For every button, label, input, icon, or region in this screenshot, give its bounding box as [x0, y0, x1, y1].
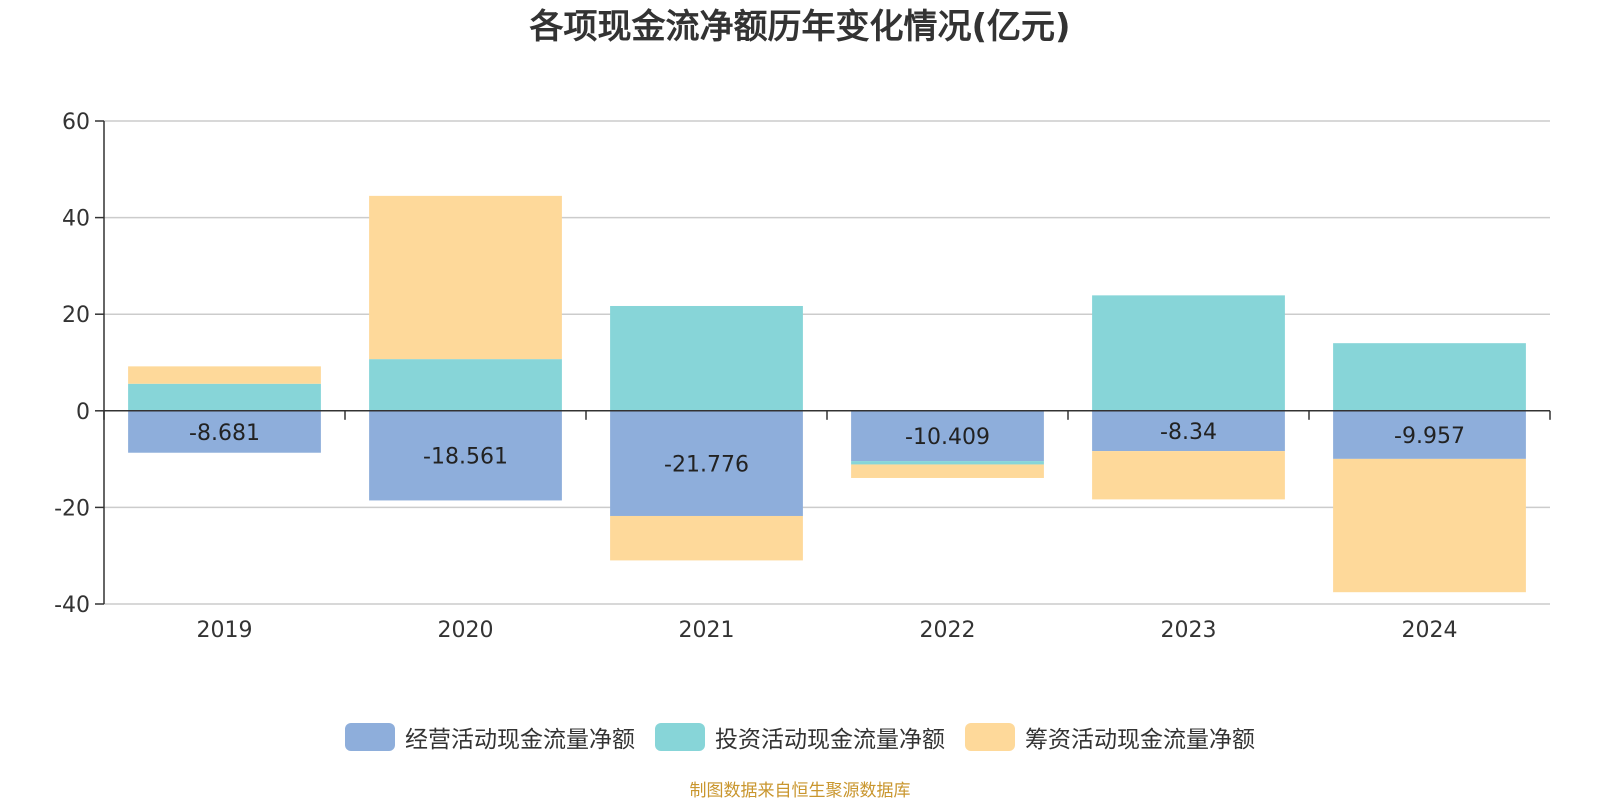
y-tick-label: -20 — [54, 496, 90, 521]
bar-segment-2 — [1333, 343, 1526, 411]
y-tick-label: 0 — [76, 400, 90, 425]
bar-segment-2 — [128, 383, 321, 411]
bar-segment-1 — [610, 410, 803, 516]
data-label: -8.681 — [189, 421, 260, 446]
legend-label: 经营活动现金流量净额 — [405, 727, 635, 753]
grid-lines — [104, 120, 1550, 605]
bar-segment-3 — [610, 515, 803, 561]
legend-swatch — [965, 723, 1015, 751]
x-tick-label: 2022 — [920, 618, 976, 643]
legend-label: 投资活动现金流量净额 — [715, 727, 945, 753]
x-tick-label: 2024 — [1402, 618, 1458, 643]
legend-swatch — [345, 723, 395, 751]
data-label: -9.957 — [1394, 424, 1465, 449]
bars — [128, 195, 1526, 593]
bar-segment-1 — [128, 410, 321, 453]
x-tick-label: 2021 — [679, 618, 735, 643]
x-tick-label: 2020 — [438, 618, 494, 643]
data-labels: -8.681 -18.561 -21.776 -10.409 -8.34 -9.957 — [189, 420, 1465, 477]
bar-segment-1 — [851, 410, 1044, 462]
bar-segment-1 — [369, 410, 562, 501]
data-label: -10.409 — [905, 425, 990, 450]
bar-segment-2 — [369, 359, 562, 411]
bar-segment-2 — [851, 461, 1044, 465]
bar-segment-3 — [1333, 458, 1526, 593]
legend-item[interactable]: 筹资活动现金流量净额 — [965, 720, 1255, 754]
y-tick-label: 20 — [62, 303, 90, 328]
legend-item[interactable]: 投资活动现金流量净额 — [655, 720, 945, 754]
bar-segment-1 — [1092, 410, 1285, 452]
bar-segment-3 — [1092, 451, 1285, 500]
data-label: -18.561 — [423, 445, 508, 470]
bar-segment-3 — [128, 366, 321, 384]
bar-segment-3 — [369, 195, 562, 360]
y-tick-label: 60 — [62, 110, 90, 135]
legend: 经营活动现金流量净额 投资活动现金流量净额 筹资活动现金流量净额 — [0, 720, 1600, 754]
x-tick-label: 2019 — [197, 618, 253, 643]
bar-segment-3 — [851, 464, 1044, 478]
legend-item[interactable]: 经营活动现金流量净额 — [345, 720, 635, 754]
x-tick-label: 2023 — [1161, 618, 1217, 643]
bar-segment-2 — [610, 305, 803, 411]
data-label: -8.34 — [1160, 420, 1217, 445]
y-tick-label: -40 — [54, 593, 90, 618]
bar-segment-1 — [1333, 410, 1526, 459]
legend-label: 筹资活动现金流量净额 — [1025, 727, 1255, 753]
axes: 60 40 20 0 -20 -40 2019 2020 2021 2022 2023 2024 — [54, 110, 1551, 643]
bar-segment-2 — [1092, 295, 1285, 411]
y-tick-label: 40 — [62, 207, 90, 232]
source-note: 制图数据来自恒生聚源数据库 — [689, 781, 911, 801]
data-label: -21.776 — [664, 452, 749, 477]
chart-title: 各项现金流净额历年变化情况(亿元) — [529, 7, 1071, 47]
legend-swatch — [655, 723, 705, 751]
